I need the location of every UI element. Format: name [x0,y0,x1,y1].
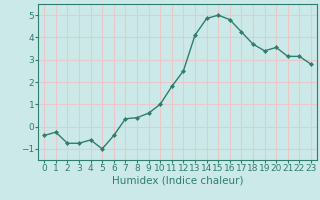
X-axis label: Humidex (Indice chaleur): Humidex (Indice chaleur) [112,176,243,186]
